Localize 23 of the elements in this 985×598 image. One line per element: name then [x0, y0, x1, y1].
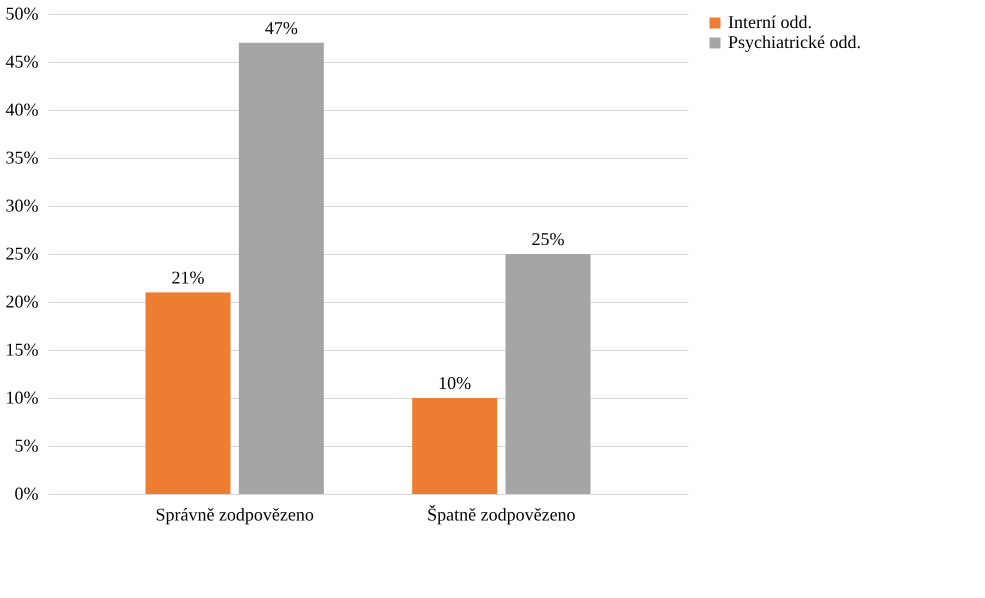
y-tick-label: 20% [6, 292, 38, 312]
y-tick-label: 45% [6, 52, 38, 72]
y-tick-label: 15% [6, 340, 38, 360]
bar [506, 254, 590, 494]
y-tick-label: 25% [6, 244, 38, 264]
y-tick-label: 30% [6, 196, 38, 216]
y-tick-label: 10% [6, 388, 38, 408]
y-tick-label: 35% [6, 148, 38, 168]
bar [238, 42, 324, 494]
bar [146, 292, 230, 494]
y-tick-label: 50% [6, 4, 38, 24]
data-label: 10% [438, 373, 472, 393]
y-tick-label: 40% [6, 100, 38, 120]
data-label: 47% [264, 18, 298, 38]
x-tick-label: Správně zodpovězeno [155, 504, 314, 524]
bar [412, 398, 498, 494]
legend-label: Interní odd. [728, 12, 812, 32]
y-tick-label: 5% [14, 436, 38, 456]
x-tick-label: Špatně zodpovězeno [427, 504, 576, 524]
y-tick-label: 0% [14, 484, 38, 504]
data-label: 21% [172, 267, 204, 288]
legend-label: Psychiatrické odd. [728, 32, 861, 52]
data-label: 25% [532, 229, 564, 249]
